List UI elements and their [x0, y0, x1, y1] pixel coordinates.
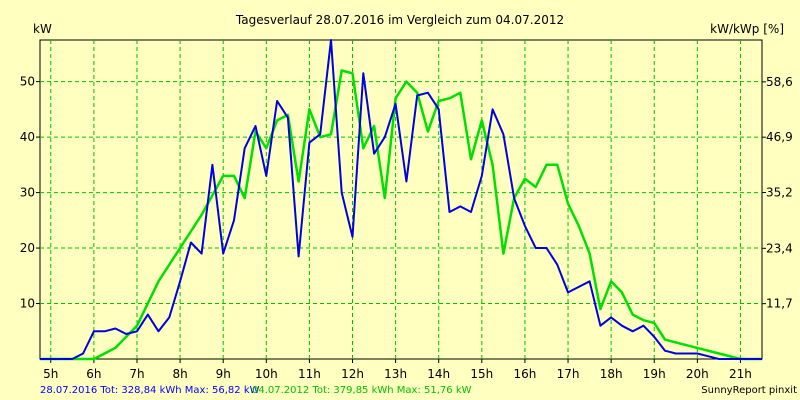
x-tick-label: 6h [86, 367, 101, 381]
y-axis-right-label: kW/kWp [%] [710, 22, 784, 36]
y-tick-label-right: 46,9 [766, 130, 793, 144]
x-tick-label: 9h [216, 367, 231, 381]
footer-series-2-stats: 04.07.2012 Tot: 379,85 kWh Max: 51,76 kW [252, 385, 472, 396]
x-tick-label: 21h [729, 367, 752, 381]
y-tick-label-left: 40 [20, 130, 35, 144]
x-tick-label: 10h [255, 367, 278, 381]
x-tick-label: 17h [557, 367, 580, 381]
y-tick-label-left: 10 [20, 297, 35, 311]
y-tick-label-right: 35,2 [766, 186, 793, 200]
y-tick-label-right: 11,7 [766, 297, 793, 311]
axis-ticks: 5h 6h 7h 8h 9h 10h 11h 12h 13h 14h 15h 16h 17h 18h 19h… [20, 75, 793, 381]
x-tick-label: 7h [129, 367, 144, 381]
y-tick-label-right: 23,4 [766, 241, 793, 255]
x-tick-label: 13h [384, 367, 407, 381]
y-tick-label-right: 58,6 [766, 75, 793, 89]
x-tick-label: 18h [600, 367, 623, 381]
x-tick-label: 8h [172, 367, 187, 381]
y-tick-label-left: 50 [20, 75, 35, 89]
y-axis-left-label: kW [33, 22, 52, 36]
x-tick-label: 20h [686, 367, 709, 381]
x-tick-label: 14h [427, 367, 450, 381]
x-tick-label: 15h [470, 367, 493, 381]
x-tick-label: 11h [298, 367, 321, 381]
y-tick-label-left: 30 [20, 186, 35, 200]
series-layer [40, 39, 762, 361]
plot-area [39, 39, 763, 360]
footer-credit: SunnyReport pinxit [701, 385, 797, 396]
y-tick-label-left: 20 [20, 241, 35, 255]
x-tick-label: 16h [513, 367, 536, 381]
x-tick-label: 5h [43, 367, 58, 381]
chart-title: Tagesverlauf 28.07.2016 im Vergleich zum… [235, 13, 564, 27]
x-tick-label: 19h [643, 367, 666, 381]
series-line-1 [40, 39, 762, 360]
x-tick-label: 12h [341, 367, 364, 381]
series-line-2 [40, 69, 762, 361]
footer-series-1-stats: 28.07.2016 Tot: 328,84 kWh Max: 56,82 kW [40, 385, 260, 396]
